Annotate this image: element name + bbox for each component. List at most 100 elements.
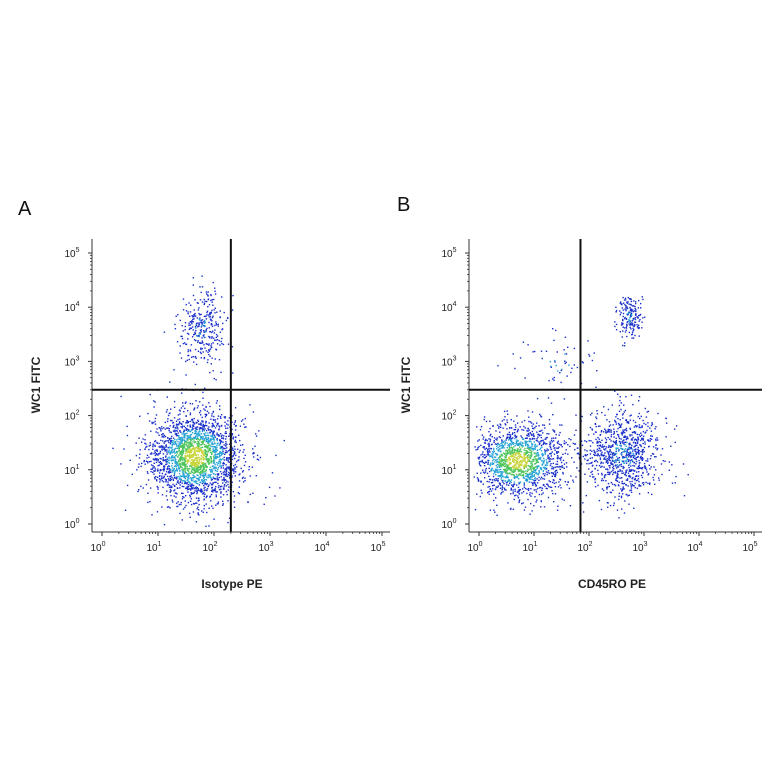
event-dot [215, 491, 217, 493]
event-dot [521, 456, 523, 458]
event-dot [183, 411, 185, 413]
event-dot [625, 455, 627, 457]
event-dot [193, 454, 196, 456]
event-dot [170, 490, 172, 492]
event-dot [541, 487, 544, 489]
event-dot [527, 446, 529, 448]
event-dot [597, 453, 599, 455]
event-dot [528, 481, 531, 483]
event-dot [632, 454, 634, 457]
event-dot [626, 478, 629, 480]
event-dot [190, 479, 193, 482]
event-dot [515, 426, 517, 428]
event-dot [173, 467, 176, 470]
event-dot [597, 484, 599, 487]
event-dot [234, 475, 236, 477]
event-dot [211, 325, 214, 327]
event-dot [211, 336, 213, 338]
event-dot [177, 505, 179, 508]
event-dot [527, 432, 530, 435]
event-dot [176, 454, 178, 456]
event-dot [531, 442, 533, 445]
event-dot [185, 303, 187, 306]
event-dot [503, 468, 505, 471]
event-dot [544, 473, 546, 475]
event-dot [175, 427, 177, 429]
event-dot [629, 435, 631, 437]
event-dot [518, 442, 520, 444]
event-dot [671, 464, 673, 466]
event-dot [641, 457, 644, 459]
event-dot [170, 439, 172, 441]
event-dot [190, 498, 193, 500]
event-dot [533, 480, 536, 482]
event-dot [154, 445, 156, 447]
event-dot [162, 433, 164, 435]
event-dot [501, 464, 503, 467]
event-dot [209, 348, 211, 350]
event-dot [620, 402, 622, 404]
event-dot [193, 439, 195, 441]
event-dot [207, 351, 209, 353]
event-dot [539, 448, 541, 451]
event-dot [214, 457, 216, 459]
event-dot [541, 429, 543, 432]
event-dot [620, 408, 622, 411]
event-dot [619, 441, 622, 443]
event-dot [527, 444, 530, 447]
event-dot [209, 439, 212, 442]
event-dot [515, 440, 518, 443]
event-dot [612, 440, 615, 443]
event-dot [200, 468, 202, 470]
event-dot [213, 457, 215, 459]
event-dot [200, 457, 202, 459]
event-dot [185, 360, 187, 363]
event-dot [524, 472, 527, 475]
event-dot [123, 448, 125, 450]
event-dot [187, 468, 189, 470]
event-dot [536, 460, 539, 462]
event-dot [541, 463, 544, 466]
event-dot [198, 442, 200, 444]
event-dot [609, 467, 611, 469]
event-dot [641, 476, 644, 479]
event-dot [617, 447, 619, 449]
event-dot [220, 454, 222, 456]
event-dot [165, 480, 167, 482]
event-dot [516, 449, 519, 452]
event-dot [598, 499, 601, 502]
event-dot [171, 486, 173, 489]
event-dot [483, 447, 485, 449]
event-dot [185, 422, 188, 424]
event-dot [193, 468, 195, 471]
event-dot [555, 481, 557, 484]
event-dot [514, 490, 516, 492]
event-dot [212, 342, 214, 344]
event-dot [633, 426, 636, 428]
event-dot [543, 467, 546, 470]
event-dot [176, 439, 178, 441]
event-dot [500, 455, 502, 457]
event-dot [510, 493, 512, 495]
event-dot [656, 449, 658, 451]
event-dot [179, 466, 182, 469]
event-dot [600, 430, 603, 432]
event-dot [560, 456, 563, 458]
event-dot [558, 443, 561, 445]
event-dot [220, 458, 223, 461]
event-dot [191, 455, 193, 457]
event-dot [204, 347, 206, 349]
event-dot [215, 494, 217, 496]
event-dot [228, 458, 230, 460]
event-dot [142, 487, 144, 489]
event-dot [519, 469, 522, 471]
event-dot [630, 485, 632, 487]
event-dot [638, 396, 641, 398]
event-dot [203, 484, 205, 487]
event-dot [614, 460, 616, 462]
event-dot [197, 419, 199, 421]
event-dot [181, 462, 184, 464]
event-dot [517, 459, 519, 461]
event-dot [190, 321, 192, 324]
event-dot [195, 329, 197, 332]
